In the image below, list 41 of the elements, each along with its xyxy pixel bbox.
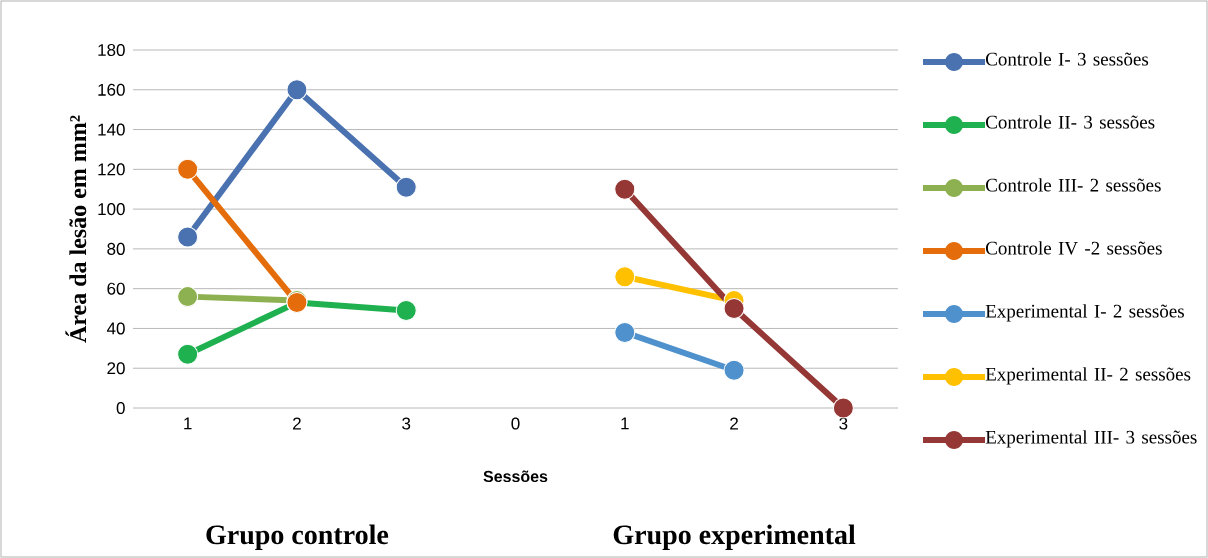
y-tick-label: 20 <box>107 362 125 375</box>
text: Grupo controle <box>206 524 389 550</box>
x-tick-label: 1 <box>184 417 192 430</box>
y-tick-label: 120 <box>98 163 125 176</box>
legend-label: Experimental II- 2 sessões <box>985 367 1191 385</box>
legend-label: Controle IV -2 sessões <box>985 241 1162 255</box>
point <box>832 397 854 419</box>
x-tick-label: 3 <box>839 417 848 430</box>
x-tick-label: 0 <box>511 417 520 430</box>
x-tick-label: 1 <box>621 417 629 430</box>
y-tick-label: 0 <box>116 401 125 415</box>
x-tick-label: 3 <box>402 417 411 430</box>
legend-label: Experimental III- 3 sessões <box>985 430 1197 448</box>
y-tick-label: 160 <box>98 83 125 96</box>
point <box>177 286 199 308</box>
point <box>614 266 636 288</box>
y-axis-title: Área da lesão em mm² <box>65 115 87 343</box>
point <box>177 343 199 365</box>
y-tick-label: 60 <box>107 282 125 295</box>
point <box>177 226 199 248</box>
x-axis-title: Sessões <box>483 470 548 483</box>
point <box>723 359 745 381</box>
text: Grupo experimental <box>613 524 856 550</box>
legend-label: Controle II- 3 sessões <box>985 115 1155 129</box>
x-tick-label: 2 <box>293 417 301 430</box>
point <box>177 158 199 180</box>
point <box>614 321 636 343</box>
point <box>723 298 745 320</box>
legend-label: Controle I- 3 sessões <box>985 52 1149 66</box>
y-tick-label: 100 <box>98 203 125 216</box>
point <box>286 79 308 101</box>
legend-label: Experimental I- 2 sessões <box>985 304 1184 322</box>
point <box>614 178 636 200</box>
x-tick-label: 2 <box>730 417 738 430</box>
point <box>395 176 417 198</box>
y-tick-label: 80 <box>107 242 125 255</box>
y-tick-label: 140 <box>98 123 125 136</box>
point <box>395 300 417 322</box>
y-tick-label: 40 <box>106 322 125 335</box>
legend-label: Controle III- 2 sessões <box>985 178 1161 192</box>
y-tick-label: 180 <box>98 43 125 57</box>
